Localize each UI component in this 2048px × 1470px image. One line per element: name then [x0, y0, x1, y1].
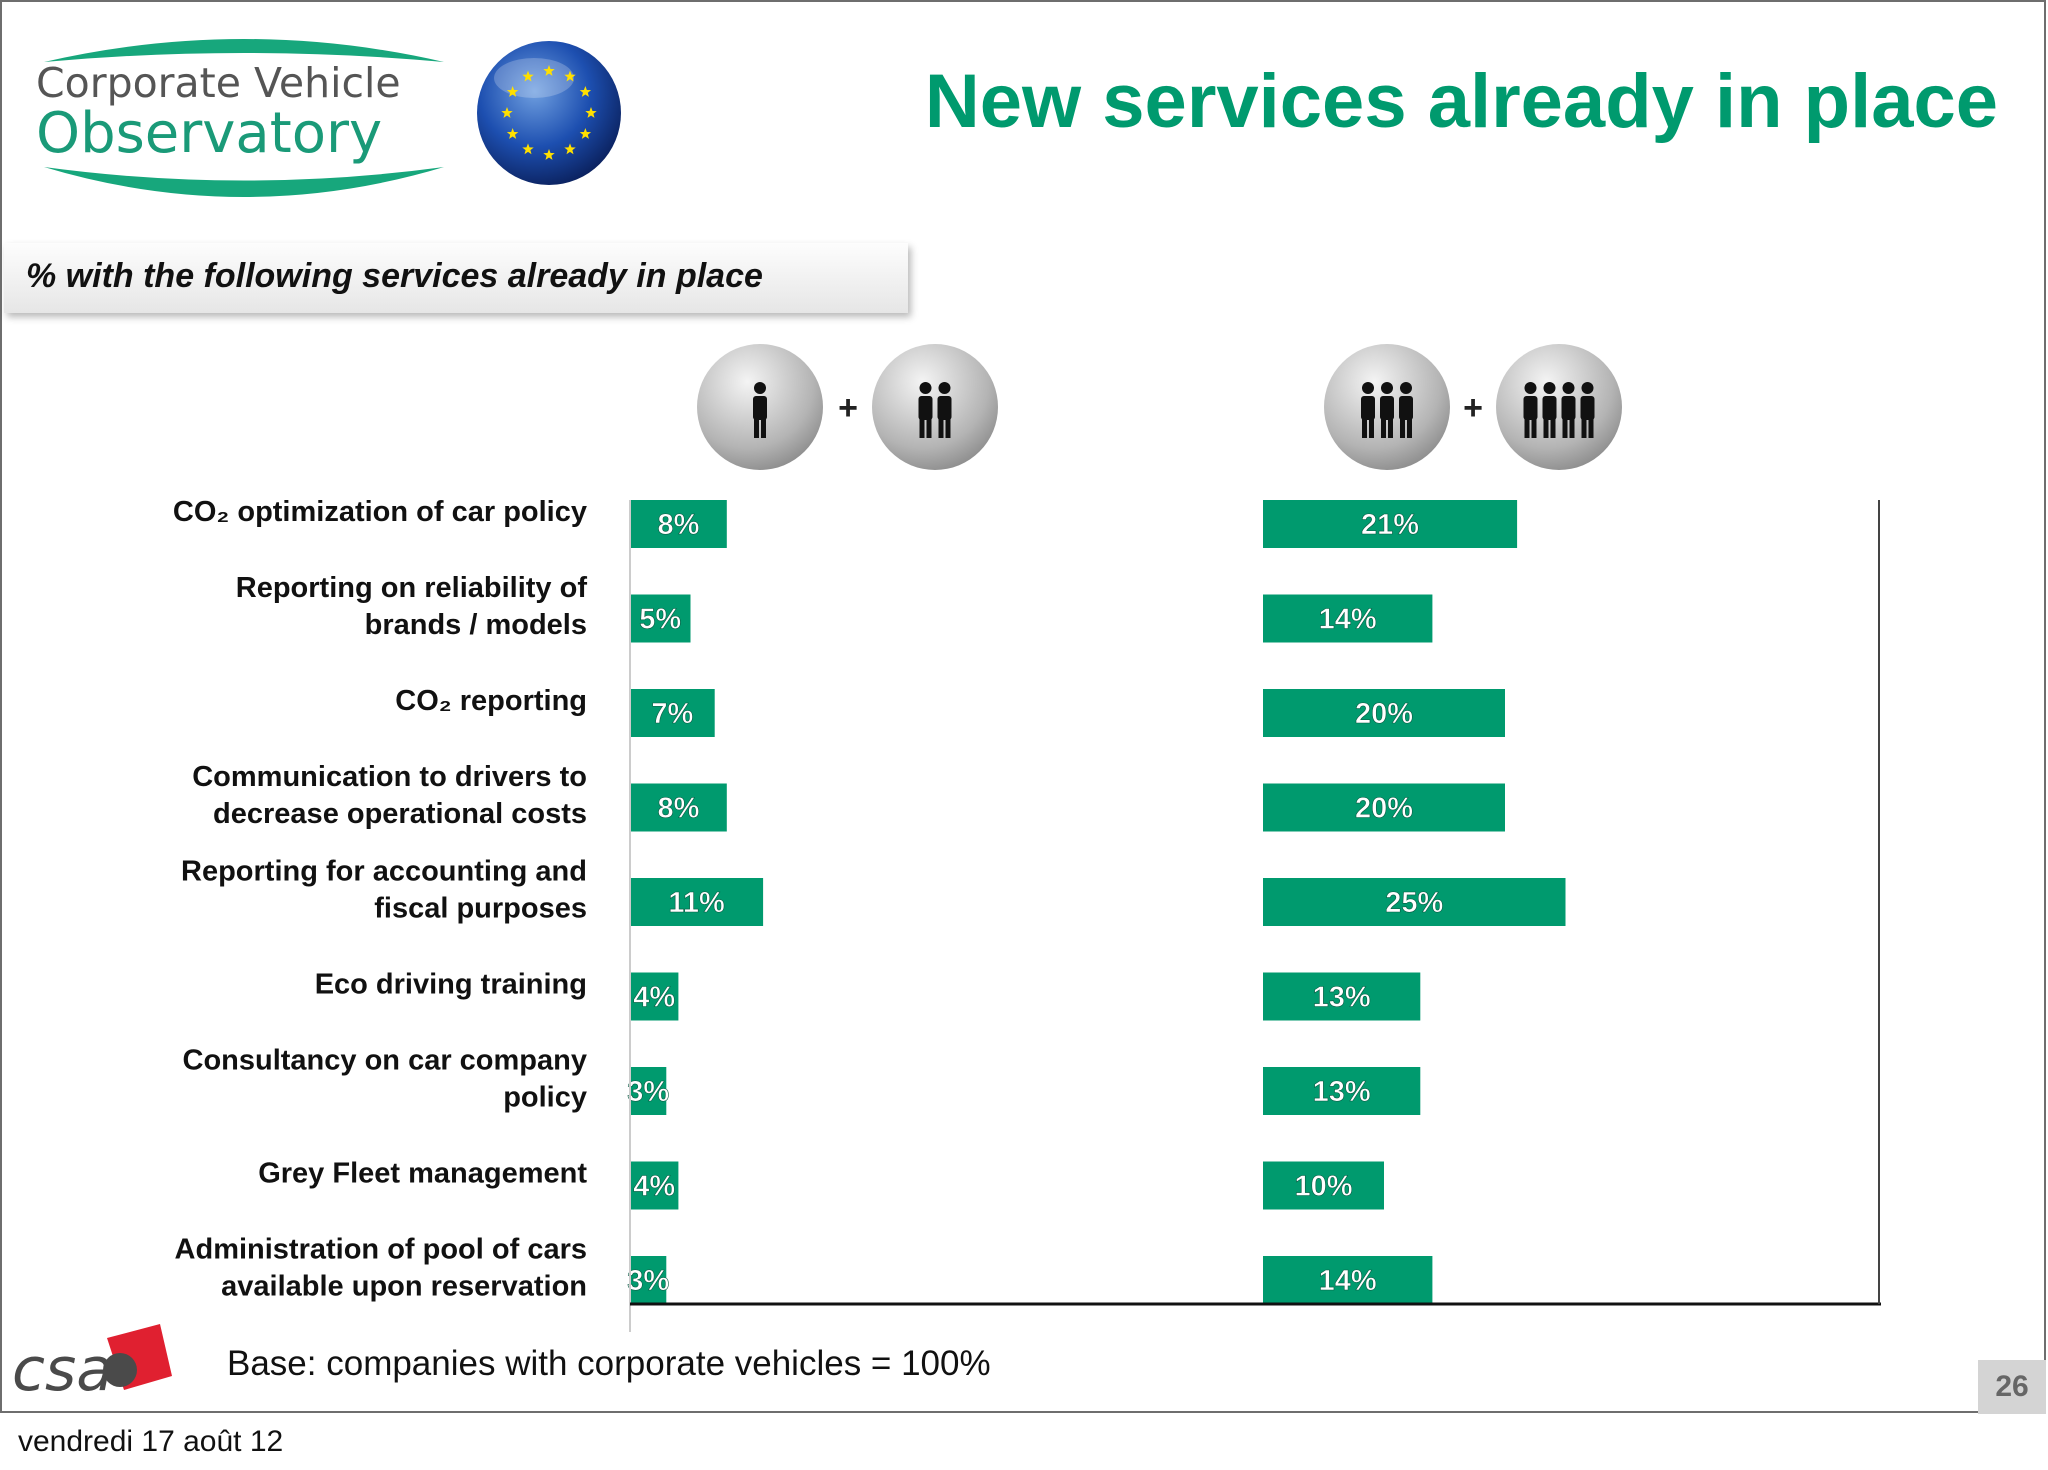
category-label: CO₂ optimization of car policy: [173, 496, 587, 528]
slide: Corporate Vehicle Observatory New servic…: [0, 0, 2046, 1414]
category-label: Grey Fleet management: [258, 1158, 587, 1190]
bar-value-label: 13%: [1313, 1076, 1371, 1108]
category-label: Reporting for accounting and: [181, 856, 587, 888]
bar: [1263, 878, 1566, 926]
person-four-icon: [1496, 344, 1622, 470]
category-label: decrease operational costs: [213, 798, 587, 830]
eu-star-icon: [585, 107, 597, 118]
category-label: brands / models: [365, 609, 587, 641]
bar: [630, 972, 679, 1021]
plus-sign: +: [838, 389, 858, 427]
bar-value-label: 20%: [1355, 698, 1413, 730]
bar-value-label: 3%: [627, 1265, 669, 1297]
services-bar-chart: + + CO₂ optimization of car policy Reporti…: [173, 344, 1881, 1332]
subtitle-banner: % with the following services already in…: [4, 243, 908, 313]
bar: [1263, 500, 1518, 548]
logo-line-2: Observatory: [36, 101, 382, 166]
bar-value-label: 14%: [1319, 1265, 1377, 1297]
chart-subtitle: % with the following services already in…: [26, 257, 763, 295]
csa-logo: csa: [12, 1324, 172, 1404]
category-label: Eco driving training: [315, 969, 587, 1001]
base-note: Base: companies with corporate vehicles …: [227, 1344, 991, 1383]
eu-star-icon: [564, 70, 576, 82]
bar-value-label: 5%: [639, 604, 681, 636]
bar-value-label: 3%: [627, 1076, 669, 1108]
person-one-icon: [697, 344, 823, 470]
eu-star-icon: [543, 65, 555, 76]
page-number: 26: [1978, 1360, 2046, 1414]
eu-star-icon: [522, 70, 534, 82]
csa-logo-text: csa: [12, 1335, 113, 1404]
eu-star-icon: [579, 128, 592, 139]
bar: [630, 500, 727, 548]
plus-sign: +: [1463, 389, 1483, 427]
category-label: available upon reservation: [221, 1271, 587, 1303]
person-three-icon: [1324, 344, 1450, 470]
eu-star-icon: [506, 86, 519, 97]
person-two-icon: [872, 344, 998, 470]
eu-star-icon: [579, 86, 592, 97]
bar-value-label: 20%: [1355, 793, 1413, 825]
bar-value-label: 14%: [1319, 604, 1377, 636]
eu-star-icon: [564, 143, 576, 155]
bar-value-label: 4%: [633, 1171, 675, 1203]
bar: [1263, 1161, 1384, 1210]
bar: [630, 1161, 679, 1210]
bar-value-label: 8%: [657, 509, 699, 541]
page-title: New services already in place: [924, 59, 1998, 144]
eu-star-icon: [543, 149, 555, 160]
bar: [1263, 1256, 1433, 1304]
eu-globe-icon: [477, 41, 621, 185]
date-footer: vendredi 17 août 12: [18, 1425, 284, 1458]
logo-line-1: Corporate Vehicle: [36, 59, 401, 107]
bar-value-label: 8%: [657, 793, 699, 825]
category-label: policy: [503, 1082, 587, 1114]
bar: [630, 1067, 667, 1115]
eu-star-icon: [501, 107, 513, 118]
bar-value-label: 11%: [668, 887, 725, 919]
bar: [630, 594, 691, 643]
bar-value-label: 13%: [1313, 982, 1371, 1014]
bar: [630, 783, 727, 832]
bar: [1263, 783, 1505, 832]
category-label: Reporting on reliability of: [236, 572, 588, 604]
bar: [1263, 594, 1433, 643]
bar: [630, 689, 715, 737]
bar-value-label: 10%: [1294, 1171, 1352, 1203]
bar-value-label: 21%: [1361, 509, 1419, 541]
eu-star-icon: [506, 128, 519, 139]
bar: [1263, 972, 1421, 1021]
category-label: fiscal purposes: [374, 893, 587, 925]
bar: [630, 878, 764, 926]
bar-value-label: 25%: [1385, 887, 1443, 919]
category-label: Communication to drivers to: [192, 761, 587, 793]
eu-star-icon: [522, 143, 534, 155]
category-label: Administration of pool of cars: [175, 1234, 587, 1266]
bar: [630, 1256, 667, 1304]
bar: [1263, 1067, 1421, 1115]
category-label: CO₂ reporting: [395, 685, 587, 717]
corporate-vehicle-observatory-logo: Corporate Vehicle Observatory: [36, 39, 444, 197]
category-label: Consultancy on car company: [183, 1045, 588, 1077]
bar: [1263, 689, 1505, 737]
bar-value-label: 4%: [633, 982, 675, 1014]
bar-value-label: 7%: [651, 698, 693, 730]
